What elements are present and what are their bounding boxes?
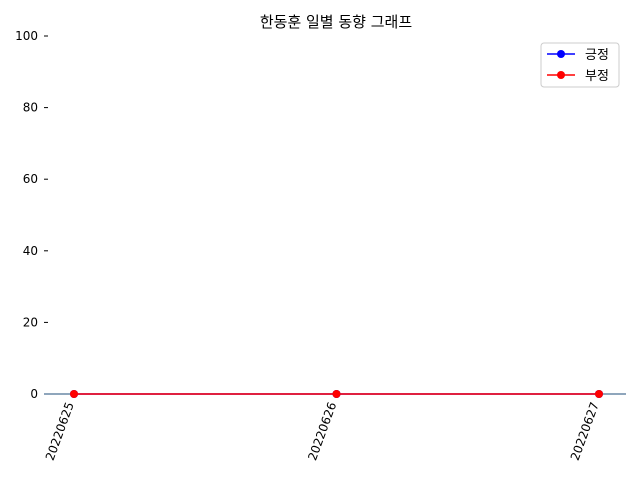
data-point [70, 390, 78, 398]
x-tick-label: 20220627 [568, 400, 602, 462]
legend-label: 긍정 [585, 48, 609, 63]
legend-marker [557, 71, 565, 79]
x-tick-label: 20220625 [43, 400, 77, 462]
series-group [70, 390, 603, 398]
y-tick-label: 0 [30, 387, 38, 401]
y-tick-label: 40 [23, 244, 38, 258]
x-tick-label: 20220626 [305, 400, 339, 462]
data-point [595, 390, 603, 398]
y-tick-label: 100 [15, 29, 38, 43]
y-tick-label: 80 [23, 101, 38, 115]
y-tick-label: 20 [23, 315, 38, 329]
legend-marker [557, 50, 565, 58]
legend-label: 부정 [585, 69, 609, 84]
axes: 0 20 40 60 80 100 20220625 20220626 20220627 [15, 29, 626, 462]
y-tick-label: 60 [23, 172, 38, 186]
chart-title: 한동훈 일별 동향 그래프 [260, 13, 413, 31]
data-point [332, 390, 341, 398]
